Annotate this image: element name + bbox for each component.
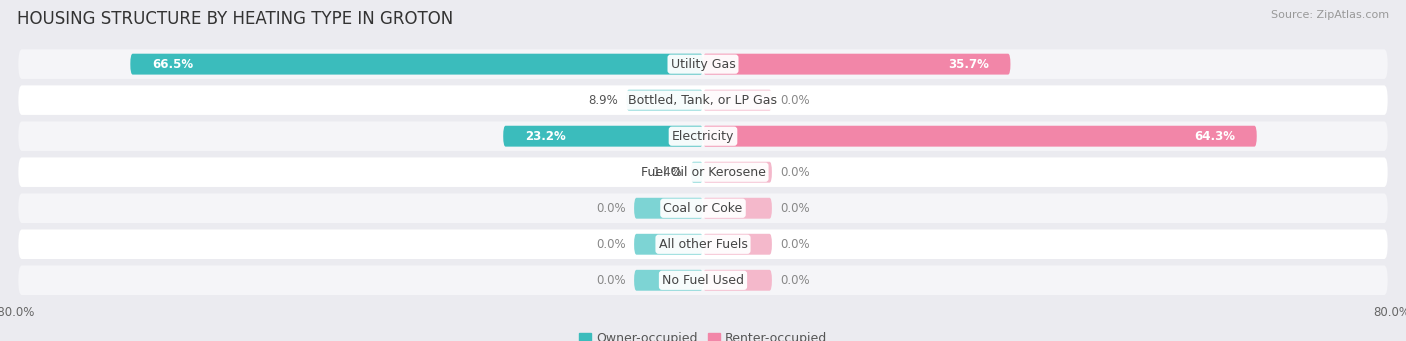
FancyBboxPatch shape bbox=[18, 85, 1388, 115]
Text: 0.0%: 0.0% bbox=[780, 94, 810, 107]
Text: Bottled, Tank, or LP Gas: Bottled, Tank, or LP Gas bbox=[628, 94, 778, 107]
FancyBboxPatch shape bbox=[703, 198, 772, 219]
FancyBboxPatch shape bbox=[503, 126, 703, 147]
Legend: Owner-occupied, Renter-occupied: Owner-occupied, Renter-occupied bbox=[574, 327, 832, 341]
FancyBboxPatch shape bbox=[18, 193, 1388, 223]
FancyBboxPatch shape bbox=[634, 270, 703, 291]
Text: 23.2%: 23.2% bbox=[524, 130, 565, 143]
FancyBboxPatch shape bbox=[703, 162, 772, 183]
Text: All other Fuels: All other Fuels bbox=[658, 238, 748, 251]
Text: 0.0%: 0.0% bbox=[780, 238, 810, 251]
Text: 35.7%: 35.7% bbox=[948, 58, 988, 71]
Text: 66.5%: 66.5% bbox=[152, 58, 193, 71]
Text: Fuel Oil or Kerosene: Fuel Oil or Kerosene bbox=[641, 166, 765, 179]
Text: 0.0%: 0.0% bbox=[596, 238, 626, 251]
FancyBboxPatch shape bbox=[626, 90, 703, 110]
Text: Coal or Coke: Coal or Coke bbox=[664, 202, 742, 215]
FancyBboxPatch shape bbox=[634, 198, 703, 219]
FancyBboxPatch shape bbox=[703, 234, 772, 255]
FancyBboxPatch shape bbox=[703, 90, 772, 110]
Text: 0.0%: 0.0% bbox=[780, 274, 810, 287]
Text: Utility Gas: Utility Gas bbox=[671, 58, 735, 71]
FancyBboxPatch shape bbox=[703, 54, 1011, 75]
FancyBboxPatch shape bbox=[18, 49, 1388, 79]
Text: 0.0%: 0.0% bbox=[596, 274, 626, 287]
FancyBboxPatch shape bbox=[18, 266, 1388, 295]
Text: 0.0%: 0.0% bbox=[780, 202, 810, 215]
FancyBboxPatch shape bbox=[18, 158, 1388, 187]
FancyBboxPatch shape bbox=[703, 126, 1257, 147]
FancyBboxPatch shape bbox=[690, 162, 703, 183]
Text: 1.4%: 1.4% bbox=[652, 166, 682, 179]
Text: 64.3%: 64.3% bbox=[1194, 130, 1236, 143]
FancyBboxPatch shape bbox=[18, 121, 1388, 151]
FancyBboxPatch shape bbox=[131, 54, 703, 75]
FancyBboxPatch shape bbox=[18, 229, 1388, 259]
Text: No Fuel Used: No Fuel Used bbox=[662, 274, 744, 287]
Text: 0.0%: 0.0% bbox=[780, 166, 810, 179]
FancyBboxPatch shape bbox=[634, 234, 703, 255]
FancyBboxPatch shape bbox=[703, 270, 772, 291]
Text: Source: ZipAtlas.com: Source: ZipAtlas.com bbox=[1271, 10, 1389, 20]
Text: Electricity: Electricity bbox=[672, 130, 734, 143]
Text: 8.9%: 8.9% bbox=[588, 94, 617, 107]
Text: 0.0%: 0.0% bbox=[596, 202, 626, 215]
Text: HOUSING STRUCTURE BY HEATING TYPE IN GROTON: HOUSING STRUCTURE BY HEATING TYPE IN GRO… bbox=[17, 10, 453, 28]
